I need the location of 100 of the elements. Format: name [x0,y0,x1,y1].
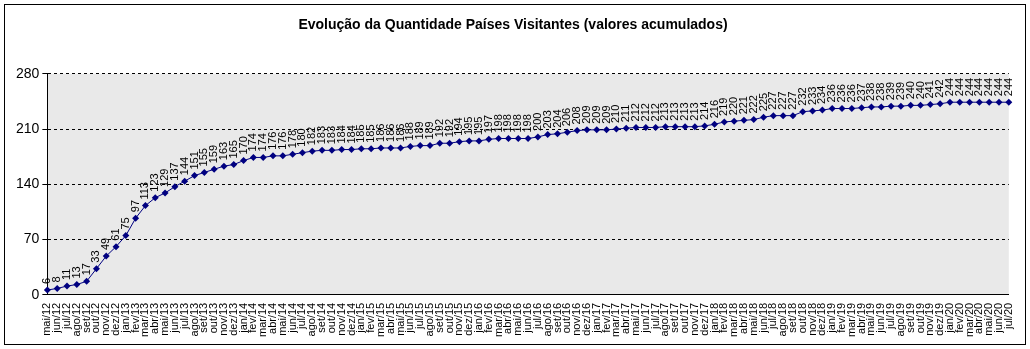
x-tick-label: dez/15 [462,302,475,336]
x-tick-label: mar/15 [373,302,386,338]
data-label: 204 [550,109,563,128]
x-tick-label: jul/14 [295,302,308,331]
data-label: 211 [619,104,632,123]
x-tick-label: dez/13 [226,302,239,336]
x-tick-label: out/12 [89,302,102,334]
x-tick-label: mai/15 [393,302,406,336]
x-tick-label: dez/19 [933,302,946,336]
data-label: 113 [138,182,151,200]
x-tick-label: mar/17 [609,302,622,338]
x-tick-label: out/18 [795,302,808,334]
y-tick-label: 210 [16,119,40,136]
data-label: 174 [246,133,259,152]
data-label: 155 [197,148,210,167]
x-tick-label: mai/20 [982,302,995,336]
data-label: 174 [256,133,269,152]
x-tick-label: abr/17 [619,302,632,334]
x-tick-label: abr/19 [854,302,867,334]
x-tick-label: out/16 [560,302,573,334]
data-label: 186 [393,123,406,142]
data-label: 212 [648,103,661,122]
data-label: 244 [972,77,985,97]
x-tick-label: jul/18 [766,302,779,331]
data-label: 178 [285,129,298,149]
x-tick-label: mar/19 [844,302,857,338]
x-tick-label: jun/12 [50,302,63,334]
x-tick-label: jun/16 [521,302,534,334]
data-label: 244 [952,77,965,97]
data-label: 232 [795,87,808,106]
data-label: 97 [128,199,141,213]
data-label: 210 [609,104,622,124]
x-tick-label: jun/15 [403,302,416,334]
x-tick-label: jan/18 [707,302,720,334]
x-tick-label: mai/19 [864,302,877,336]
chart-title: Evolução da Quantidade Países Visitantes (valores acumulados) [298,16,728,33]
data-label: 238 [864,82,877,101]
x-tick-label: abr/13 [148,302,161,334]
x-tick-label: jul/15 [413,302,426,331]
y-tick-label: 280 [16,64,40,81]
x-tick-label: jun/14 [285,302,298,334]
data-label: 214 [697,101,710,120]
x-tick-label: mar/13 [138,302,151,338]
x-tick-label: jun/18 [756,302,769,334]
data-label: 213 [658,102,671,121]
x-tick-label: nov/12 [99,302,112,336]
data-label: 240 [913,81,926,100]
data-label: 219 [717,97,730,116]
data-label: 188 [403,122,416,141]
data-label: 189 [423,121,435,140]
x-tick-label: dez/12 [109,302,122,336]
data-label: 33 [89,250,102,263]
x-tick-label: mar/16 [491,302,504,338]
x-tick-label: mar/14 [256,302,269,338]
data-label: 165 [226,140,239,159]
x-tick-label: out/14 [324,302,337,334]
x-tick-label: mai/16 [511,302,524,336]
x-tick-label: nov/19 [923,302,936,336]
x-tick-label: jul/17 [648,302,661,331]
data-label: 209 [599,105,612,124]
data-label: 240 [903,81,916,100]
data-label: 182 [305,126,318,146]
data-label: 186 [383,123,396,142]
x-tick-label: jun/19 [874,302,887,334]
x-tick-label: jan/19 [825,302,838,334]
data-label: 151 [187,151,200,170]
x-tick-label: dez/18 [815,302,828,336]
data-label: 195 [462,116,475,135]
data-label: 241 [923,80,936,99]
x-tick-label: out/19 [913,302,926,334]
data-label: 216 [707,99,720,119]
data-label: 244 [982,77,995,97]
x-tick-label: dez/14 [344,302,357,336]
data-label: 200 [530,112,543,131]
data-label: 234 [815,85,828,105]
data-label: 227 [776,91,789,110]
x-tick-label: jan/15 [354,302,367,334]
x-tick-label: mai/12 [40,302,53,336]
data-label: 209 [589,105,602,124]
data-label: 206 [560,107,573,127]
data-label: 222 [746,95,759,114]
y-tick-label: 70 [23,230,40,247]
data-label: 184 [334,125,347,144]
data-label: 213 [668,102,681,121]
y-tick-label: 0 [31,285,40,302]
data-label: 8 [50,276,63,283]
x-tick-label: abr/16 [501,302,514,334]
data-label: 237 [854,83,867,102]
y-tick-label: 140 [16,175,40,192]
data-label: 144 [177,156,190,176]
data-label: 225 [756,92,769,112]
data-label: 203 [540,110,553,129]
data-label: 75 [118,217,131,230]
data-label: 244 [962,77,975,97]
data-label: 189 [413,121,426,140]
data-label: 227 [766,91,779,110]
x-tick-label: mar/20 [962,302,975,338]
data-label: 233 [805,86,818,105]
x-tick-label: mai/18 [746,302,759,336]
data-label: 185 [354,124,367,143]
